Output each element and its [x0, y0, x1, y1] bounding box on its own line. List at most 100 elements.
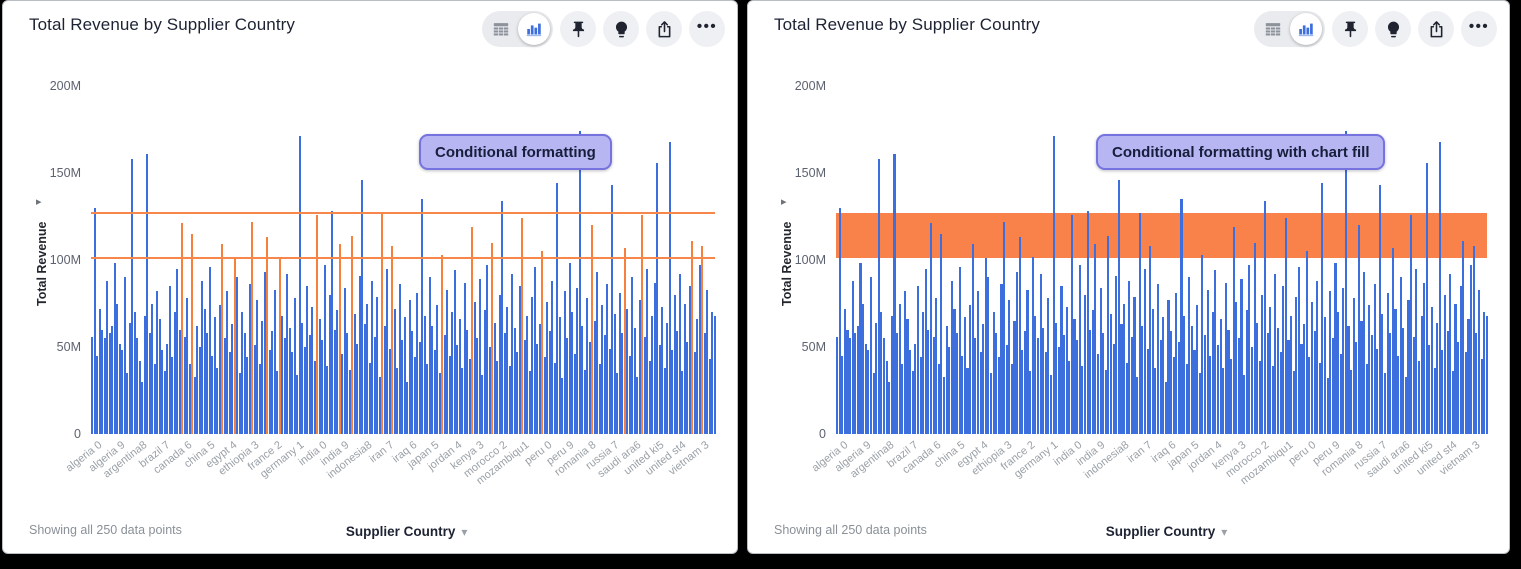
bar[interactable]: [501, 200, 503, 434]
bar[interactable]: [1443, 294, 1447, 434]
bar[interactable]: [919, 357, 922, 434]
bar[interactable]: [513, 327, 516, 434]
bar[interactable]: [258, 364, 261, 434]
bar[interactable]: [463, 282, 466, 434]
bar[interactable]: [403, 317, 406, 434]
bar[interactable]: [666, 322, 668, 434]
bar[interactable]: [1060, 286, 1063, 434]
bar[interactable]: [173, 312, 176, 434]
bar[interactable]: [628, 355, 631, 434]
bar[interactable]: [1337, 312, 1340, 434]
bar[interactable]: [867, 350, 870, 434]
bar[interactable]: [929, 223, 933, 434]
bar[interactable]: [658, 345, 661, 434]
bar[interactable]: [496, 360, 498, 434]
bar[interactable]: [1198, 373, 1201, 434]
bar[interactable]: [1003, 221, 1006, 434]
bar[interactable]: [228, 352, 231, 434]
bar[interactable]: [216, 367, 218, 434]
bar[interactable]: [538, 324, 541, 434]
bar[interactable]: [641, 214, 643, 434]
bar[interactable]: [940, 233, 943, 434]
bar[interactable]: [1373, 284, 1376, 434]
bar[interactable]: [198, 347, 201, 434]
bar[interactable]: [877, 159, 880, 434]
bar[interactable]: [846, 329, 849, 434]
bar[interactable]: [1203, 334, 1207, 434]
bar[interactable]: [971, 244, 974, 434]
bar[interactable]: [138, 360, 141, 434]
bar[interactable]: [1462, 240, 1465, 434]
bar[interactable]: [1039, 273, 1042, 434]
bar[interactable]: [283, 338, 286, 434]
bar[interactable]: [935, 298, 938, 434]
bar[interactable]: [1156, 284, 1160, 434]
bar[interactable]: [1352, 298, 1355, 434]
bar[interactable]: [1441, 350, 1444, 434]
bar[interactable]: [1117, 179, 1120, 434]
bar[interactable]: [1211, 312, 1214, 434]
bar[interactable]: [193, 376, 196, 434]
bar[interactable]: [136, 338, 138, 434]
bar[interactable]: [1219, 319, 1222, 434]
bar[interactable]: [456, 345, 458, 434]
bar[interactable]: [854, 333, 857, 434]
bar[interactable]: [646, 268, 648, 434]
more-options-button[interactable]: •••: [1461, 11, 1497, 47]
bar[interactable]: [1091, 310, 1094, 434]
bar[interactable]: [1368, 305, 1371, 434]
bar[interactable]: [421, 199, 423, 434]
bar[interactable]: [1141, 326, 1144, 434]
bar[interactable]: [438, 373, 441, 434]
bar[interactable]: [708, 359, 711, 434]
bar[interactable]: [116, 303, 118, 434]
bar[interactable]: [268, 350, 271, 434]
bar[interactable]: [631, 277, 633, 434]
bar[interactable]: [1130, 336, 1133, 434]
bar[interactable]: [1321, 183, 1324, 434]
bar[interactable]: [113, 263, 116, 434]
bar[interactable]: [441, 254, 443, 434]
bar[interactable]: [233, 258, 236, 434]
bar[interactable]: [1138, 213, 1141, 434]
bar[interactable]: [1370, 334, 1374, 434]
bar[interactable]: [186, 298, 188, 434]
bar[interactable]: [328, 294, 331, 434]
y-axis-arrow-icon[interactable]: ▸: [781, 196, 787, 208]
bar[interactable]: [859, 263, 862, 434]
bar[interactable]: [1438, 141, 1441, 434]
bar[interactable]: [331, 211, 333, 434]
bar[interactable]: [128, 322, 131, 434]
bar[interactable]: [221, 244, 223, 434]
bar[interactable]: [1167, 300, 1170, 434]
bar[interactable]: [591, 225, 593, 434]
bar[interactable]: [1133, 296, 1136, 434]
bar[interactable]: [1483, 312, 1486, 434]
bar[interactable]: [211, 355, 213, 434]
bar[interactable]: [108, 333, 111, 434]
bar[interactable]: [121, 350, 123, 434]
bar[interactable]: [992, 312, 995, 434]
bar[interactable]: [201, 280, 203, 434]
bar[interactable]: [1235, 301, 1238, 434]
bar[interactable]: [995, 333, 998, 434]
bar[interactable]: [1318, 362, 1321, 434]
bar[interactable]: [849, 338, 852, 434]
bar[interactable]: [118, 343, 121, 434]
bar[interactable]: [1081, 366, 1084, 434]
bar[interactable]: [98, 308, 101, 434]
pin-button[interactable]: [1332, 11, 1368, 47]
bar[interactable]: [1232, 226, 1235, 434]
bar[interactable]: [945, 326, 948, 434]
bar[interactable]: [882, 338, 886, 434]
bar[interactable]: [1485, 315, 1488, 434]
bar[interactable]: [588, 341, 591, 434]
bar[interactable]: [1276, 327, 1280, 434]
bar[interactable]: [711, 312, 713, 434]
bar[interactable]: [1430, 306, 1434, 434]
bar[interactable]: [1316, 280, 1319, 434]
bar[interactable]: [433, 350, 436, 434]
bar[interactable]: [158, 319, 161, 434]
bar[interactable]: [386, 268, 388, 434]
bar[interactable]: [1446, 331, 1449, 434]
